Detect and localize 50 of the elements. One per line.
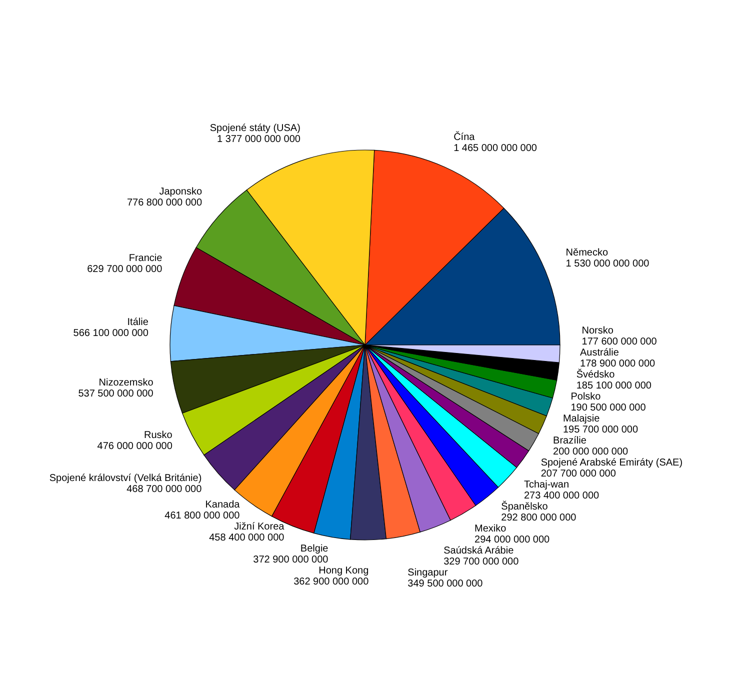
data-label: 1 377 000 000 000 xyxy=(217,134,301,145)
slice-label: Čína xyxy=(454,130,476,143)
slice-label: Japonsko xyxy=(159,186,202,198)
data-label: 566 100 000 000 xyxy=(73,328,149,340)
slice-label: Spojené království (Velká Británie) xyxy=(49,472,202,484)
data-label: 629 700 000 000 xyxy=(87,264,163,275)
slice-label: Hong Kong xyxy=(318,565,369,576)
data-label: 273 400 000 000 xyxy=(524,490,600,502)
data-label: 776 800 000 000 xyxy=(126,198,202,209)
slice-label: Spojené státy (USA) xyxy=(210,122,300,134)
slice-label: Austrálie xyxy=(580,348,620,359)
slice-label: Francie xyxy=(128,252,163,264)
data-label: 190 500 000 000 xyxy=(570,402,646,414)
slice-label: Španělsko xyxy=(501,500,548,513)
data-label: 185 100 000 000 xyxy=(576,380,652,392)
slice-label: Polsko xyxy=(570,392,602,403)
data-label: 294 000 000 000 xyxy=(474,534,550,546)
slice-label: Švédsko xyxy=(576,368,616,381)
slice-label: Spojené Arabské Emiráty (SAE) xyxy=(540,458,683,469)
slice-label: Tchaj-wan xyxy=(524,480,570,491)
data-label: 200 000 000 000 xyxy=(553,446,629,458)
data-label: 177 600 000 000 xyxy=(582,336,658,348)
data-label: 178 900 000 000 xyxy=(580,358,656,370)
data-label: 195 700 000 000 xyxy=(562,424,638,436)
data-label: 329 700 000 000 xyxy=(444,556,520,568)
slice-label: Jižní Korea xyxy=(234,521,285,532)
slice-label: Belgie xyxy=(300,543,329,554)
data-label: 458 400 000 000 xyxy=(209,532,285,544)
data-label: 292 800 000 000 xyxy=(501,512,577,524)
slice-label: Saúdská Arábie xyxy=(444,546,514,557)
data-label: 461 800 000 000 xyxy=(164,510,240,522)
data-label: 537 500 000 000 xyxy=(78,388,154,400)
slice-label: Mexiko xyxy=(474,524,507,535)
slice-label: Brazílie xyxy=(553,436,587,447)
slice-label: Norsko xyxy=(582,326,614,337)
slice-label: Nizozemsko xyxy=(98,378,154,389)
slice-label: Německo xyxy=(566,248,608,259)
slice-label: Itálie xyxy=(127,317,149,328)
data-label: 372 900 000 000 xyxy=(253,554,329,566)
data-label: 349 500 000 000 xyxy=(408,578,484,590)
data-label: 468 700 000 000 xyxy=(126,484,202,495)
slice-label: Rusko xyxy=(144,430,173,441)
data-label: 362 900 000 000 xyxy=(294,576,370,588)
data-label: 1 465 000 000 000 xyxy=(454,142,538,154)
data-label: 207 700 000 000 xyxy=(540,468,616,480)
slice-label: Kanada xyxy=(205,499,240,510)
slice-label: Malajsie xyxy=(562,414,600,425)
data-label: 476 000 000 000 xyxy=(97,440,173,452)
slice-label: Singapur xyxy=(408,568,448,579)
data-label: 1 530 000 000 000 xyxy=(566,258,650,270)
